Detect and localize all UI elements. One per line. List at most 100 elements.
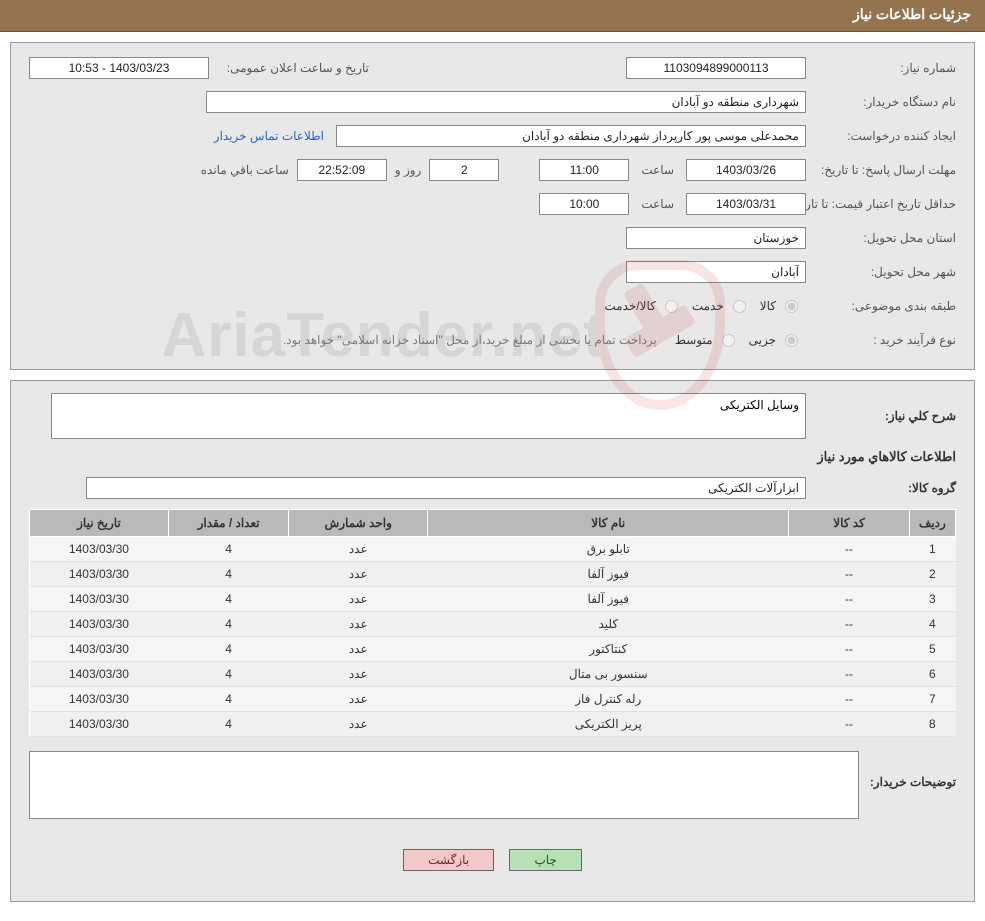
- deadline-label: مهلت ارسال پاسخ: تا تاریخ:: [806, 163, 956, 177]
- cell-qty: 4: [168, 562, 288, 587]
- print-button[interactable]: چاپ: [509, 849, 581, 871]
- province-label: استان محل تحویل:: [806, 231, 956, 245]
- hour-label-1: ساعت: [629, 163, 686, 177]
- classification-label: طبقه بندی موضوعی:: [806, 299, 956, 313]
- page-banner: جزئیات اطلاعات نیاز: [0, 0, 985, 32]
- cell-row: 8: [909, 712, 955, 737]
- radio-goods-label: کالا: [760, 299, 776, 313]
- col-need-date: تاریخ نیاز: [30, 510, 169, 537]
- cell-code: --: [789, 712, 909, 737]
- table-row: 5--کنتاکتورعدد41403/03/30: [30, 637, 956, 662]
- cell-name: کلید: [428, 612, 789, 637]
- radio-goods-service-label: کالا/خدمت: [604, 299, 655, 313]
- cell-unit: عدد: [289, 587, 428, 612]
- back-button[interactable]: بازگشت: [403, 849, 494, 871]
- cell-need_date: 1403/03/30: [30, 587, 169, 612]
- validity-time-field: [539, 193, 629, 215]
- cell-need_date: 1403/03/30: [30, 662, 169, 687]
- announce-date-label: تاریخ و ساعت اعلان عمومی:: [209, 61, 389, 75]
- process-note: پرداخت تمام یا بخشی از مبلغ خرید،از محل …: [283, 333, 675, 347]
- table-row: 7--رله کنترل فازعدد41403/03/30: [30, 687, 956, 712]
- cell-code: --: [789, 662, 909, 687]
- items-table: ردیف کد کالا نام کالا واحد شمارش تعداد /…: [29, 509, 956, 737]
- cell-code: --: [789, 587, 909, 612]
- radio-medium-label: متوسط: [675, 333, 713, 347]
- cell-name: پریز الکتریکی: [428, 712, 789, 737]
- table-row: 6--سنسور بی متالعدد41403/03/30: [30, 662, 956, 687]
- banner-title: جزئیات اطلاعات نیاز: [853, 6, 971, 22]
- cell-need_date: 1403/03/30: [30, 537, 169, 562]
- need-number-field: [626, 57, 806, 79]
- deadline-date-field: [686, 159, 806, 181]
- cell-unit: عدد: [289, 637, 428, 662]
- goods-group-field: [86, 477, 806, 499]
- cell-row: 3: [909, 587, 955, 612]
- cell-unit: عدد: [289, 712, 428, 737]
- time-remaining-field: [297, 159, 387, 181]
- cell-row: 1: [909, 537, 955, 562]
- buyer-org-label: نام دستگاه خریدار:: [806, 95, 956, 109]
- col-name: نام کالا: [428, 510, 789, 537]
- cell-name: سنسور بی متال: [428, 662, 789, 687]
- cell-unit: عدد: [289, 687, 428, 712]
- day-and-label: روز و: [387, 163, 430, 177]
- province-field: [626, 227, 806, 249]
- cell-unit: عدد: [289, 562, 428, 587]
- goods-group-label: گروه کالا:: [806, 481, 956, 495]
- requester-field: [336, 125, 806, 147]
- city-field: [626, 261, 806, 283]
- table-row: 8--پریز الکتریکیعدد41403/03/30: [30, 712, 956, 737]
- table-row: 3--فیوز آلفاعدد41403/03/30: [30, 587, 956, 612]
- deadline-time-field: [539, 159, 629, 181]
- buyer-notes-label: توضیحات خریدار:: [859, 751, 956, 789]
- cell-need_date: 1403/03/30: [30, 637, 169, 662]
- need-desc-textarea: [51, 393, 806, 439]
- cell-name: تابلو برق: [428, 537, 789, 562]
- radio-goods[interactable]: [785, 300, 798, 313]
- buyer-org-field: [206, 91, 806, 113]
- cell-code: --: [789, 537, 909, 562]
- cell-name: فیوز آلفا: [428, 562, 789, 587]
- radio-medium[interactable]: [722, 334, 735, 347]
- cell-unit: عدد: [289, 662, 428, 687]
- cell-need_date: 1403/03/30: [30, 612, 169, 637]
- col-unit: واحد شمارش: [289, 510, 428, 537]
- cell-code: --: [789, 562, 909, 587]
- validity-label: حداقل تاریخ اعتبار قیمت: تا تاریخ:: [806, 197, 956, 211]
- cell-row: 7: [909, 687, 955, 712]
- cell-qty: 4: [168, 587, 288, 612]
- table-row: 1--تابلو برقعدد41403/03/30: [30, 537, 956, 562]
- cell-need_date: 1403/03/30: [30, 687, 169, 712]
- time-remaining-suffix: ساعت باقي مانده: [195, 163, 297, 177]
- col-row: ردیف: [909, 510, 955, 537]
- validity-date-field: [686, 193, 806, 215]
- cell-qty: 4: [168, 637, 288, 662]
- cell-qty: 4: [168, 712, 288, 737]
- cell-code: --: [789, 612, 909, 637]
- cell-qty: 4: [168, 537, 288, 562]
- footer-buttons: چاپ بازگشت: [10, 835, 975, 902]
- cell-qty: 4: [168, 612, 288, 637]
- cell-row: 6: [909, 662, 955, 687]
- days-remaining-field: [429, 159, 499, 181]
- radio-partial[interactable]: [785, 334, 798, 347]
- radio-goods-service[interactable]: [665, 300, 678, 313]
- cell-need_date: 1403/03/30: [30, 562, 169, 587]
- radio-partial-label: جزیی: [749, 333, 776, 347]
- cell-unit: عدد: [289, 612, 428, 637]
- cell-name: رله کنترل فاز: [428, 687, 789, 712]
- need-desc-label: شرح کلي نياز:: [806, 409, 956, 423]
- cell-row: 2: [909, 562, 955, 587]
- col-qty: تعداد / مقدار: [168, 510, 288, 537]
- radio-service-label: خدمت: [692, 299, 724, 313]
- col-code: کد کالا: [789, 510, 909, 537]
- cell-name: فیوز آلفا: [428, 587, 789, 612]
- cell-need_date: 1403/03/30: [30, 712, 169, 737]
- buyer-notes-textarea: [29, 751, 859, 819]
- radio-service[interactable]: [733, 300, 746, 313]
- hour-label-2: ساعت: [629, 197, 686, 211]
- cell-row: 5: [909, 637, 955, 662]
- buyer-contact-link[interactable]: اطلاعات تماس خریدار: [214, 129, 336, 143]
- table-row: 2--فیوز آلفاعدد41403/03/30: [30, 562, 956, 587]
- details-panel: شماره نیاز: تاریخ و ساعت اعلان عمومی: نا…: [10, 42, 975, 370]
